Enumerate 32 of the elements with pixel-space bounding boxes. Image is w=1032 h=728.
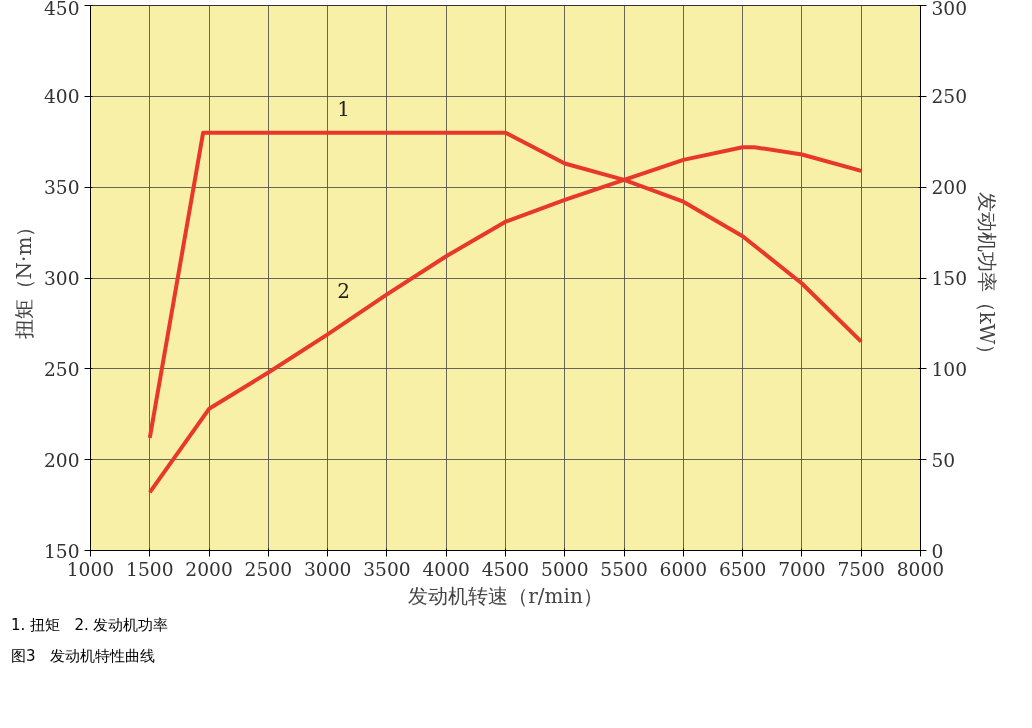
x-tick-label: 4000: [422, 558, 470, 580]
text: 1. 扭矩 2. 发动机功率: [11, 615, 169, 636]
y2-tick-label: 250: [931, 86, 968, 108]
y2-tick-label: 50: [931, 449, 956, 471]
x-tick-label: 3000: [303, 558, 352, 580]
x-tick-label: 6000: [659, 558, 708, 580]
y-tick-label: 450: [43, 0, 80, 19]
y-tick-label: 200: [43, 449, 80, 471]
y-tick-label: 250: [43, 358, 80, 380]
y2-tick-label: 100: [931, 358, 968, 380]
y2-axis-title: 发动机功率（kW）: [975, 191, 1000, 365]
caption: 图3 发动机特性曲线: [11, 646, 155, 668]
x-tick-label: 3500: [363, 558, 411, 580]
series-label: 2: [337, 279, 351, 304]
y2-tick-label: 200: [931, 177, 968, 199]
y-tick-label: 350: [43, 177, 80, 199]
x-axis-title: 发动机转速（r/min）: [408, 583, 603, 608]
y-tick-label: 400: [43, 86, 80, 108]
x-tick-label: 7500: [837, 558, 885, 580]
y2-tick-label: 150: [931, 268, 968, 289]
x-tick-label: 5000: [541, 558, 589, 580]
x-tick-label: 1500: [126, 558, 174, 580]
y-tick-label: 300: [43, 268, 80, 289]
y2-tick-label: 300: [931, 0, 968, 19]
x-tick-label: 5500: [600, 558, 648, 580]
y-axis-title: 扭矩（N·m）: [11, 216, 36, 340]
x-tick-label: 2500: [244, 558, 293, 580]
x-tick-label: 2000: [185, 558, 233, 580]
x-tick-label: 4500: [481, 558, 530, 580]
x-tick-label: 6500: [718, 558, 767, 580]
x-tick-label: 7000: [778, 558, 826, 580]
series-label: 1: [337, 96, 351, 121]
